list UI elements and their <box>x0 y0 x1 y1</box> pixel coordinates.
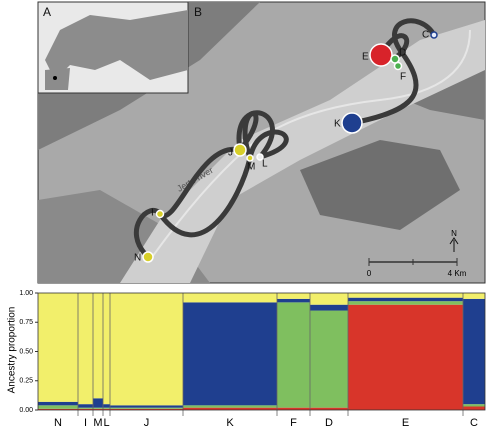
bar-segment <box>110 407 183 409</box>
y-tick-label: 0.75 <box>19 319 33 326</box>
site-label: N <box>134 253 141 264</box>
bar-segment <box>78 404 93 408</box>
bar-segment <box>310 310 348 408</box>
bar-segment <box>310 293 348 305</box>
site-label: C <box>422 30 429 41</box>
x-tick-label: C <box>470 417 478 429</box>
x-tick-label: J <box>144 417 150 429</box>
bar-segment <box>103 293 110 405</box>
bar-segment <box>93 408 103 410</box>
scale-label: 4 Km <box>448 269 467 278</box>
bar-segment <box>93 398 103 408</box>
bar-segment <box>277 293 310 299</box>
bar-segment <box>38 293 78 402</box>
site-label: I <box>151 208 154 219</box>
bar-segment <box>348 304 463 410</box>
y-axis-label: Ancestry proportion <box>7 307 18 394</box>
x-tick-label: D <box>325 417 333 429</box>
bar-segment <box>103 408 110 410</box>
bar-segment <box>348 293 463 298</box>
bar-segment <box>310 304 348 311</box>
bar-segment <box>348 301 463 305</box>
bar-segment <box>348 297 463 302</box>
panel-label: A <box>43 5 51 19</box>
bar-segment <box>93 293 103 399</box>
bar-segment <box>78 407 93 409</box>
bar-segment <box>110 293 183 406</box>
north-label: N <box>451 229 457 238</box>
x-tick-label: L <box>103 417 109 429</box>
site-label: F <box>400 72 406 83</box>
bar-segment <box>103 404 110 408</box>
bar-segment <box>183 302 277 406</box>
bar-segment <box>463 404 485 407</box>
bar-segment <box>38 401 78 406</box>
bar-segment <box>463 298 485 405</box>
site-label: J <box>228 148 233 159</box>
bar-segment <box>277 298 310 303</box>
x-tick-label: I <box>84 417 87 429</box>
bar-segment <box>38 405 78 409</box>
site-label: E <box>362 52 369 63</box>
bar-segment <box>78 408 93 410</box>
y-tick-label: 0.25 <box>19 378 33 385</box>
bar-segment <box>277 302 310 408</box>
panel-label: B <box>194 5 202 19</box>
site-label: L <box>262 159 268 170</box>
bar-segment <box>78 293 93 405</box>
scale-label: 0 <box>367 269 372 278</box>
x-tick-label: M <box>93 417 102 429</box>
bar-segment <box>310 407 348 410</box>
x-tick-label: E <box>402 417 409 429</box>
site-label: D <box>399 48 406 59</box>
bar-segment <box>183 405 277 408</box>
bar-segment <box>93 407 103 409</box>
x-tick-label: F <box>290 417 297 429</box>
bar-segment <box>38 408 78 410</box>
bar-segment <box>463 406 485 410</box>
y-tick-label: 0.00 <box>19 407 33 414</box>
site-label: K <box>334 119 341 130</box>
bar-segment <box>183 407 277 410</box>
bar-segment <box>103 407 110 409</box>
bar-segment <box>183 293 277 303</box>
y-tick-label: 1.00 <box>19 290 33 297</box>
x-tick-label: N <box>54 417 62 429</box>
inset-map: A <box>37 1 189 94</box>
bar-segment <box>110 408 183 410</box>
bar-segment <box>463 293 485 299</box>
bar-segment <box>110 405 183 408</box>
bar-segment <box>277 407 310 410</box>
y-tick-label: 0.50 <box>19 348 33 355</box>
x-tick-label: K <box>226 417 234 429</box>
site-label: M <box>247 162 255 173</box>
